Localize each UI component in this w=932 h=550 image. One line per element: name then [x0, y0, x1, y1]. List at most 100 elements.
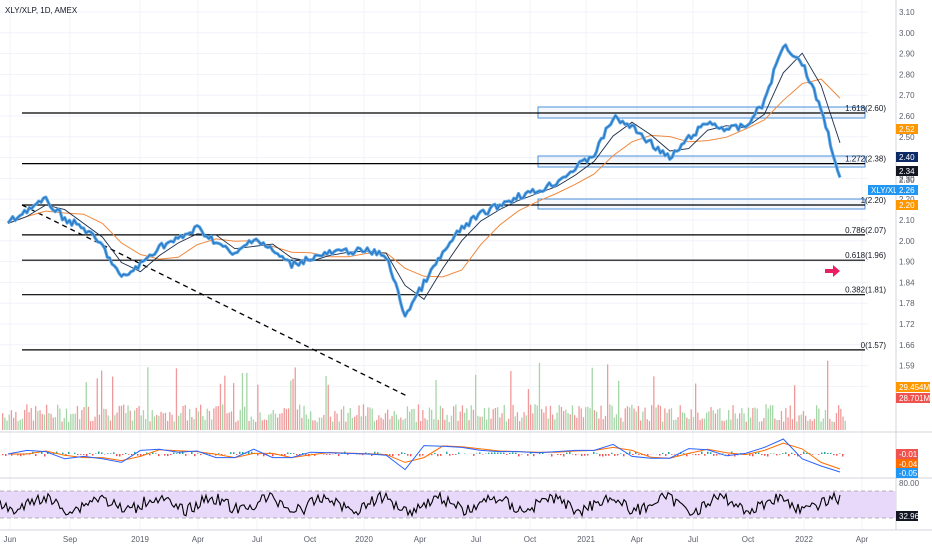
- volume-bar: [340, 409, 343, 430]
- macd-histogram-bar: [677, 454, 679, 457]
- volume-bar: [145, 419, 147, 430]
- volume-bar: [651, 405, 653, 430]
- volume-bar: [382, 419, 384, 430]
- macd-histogram-bar: [575, 454, 577, 456]
- volume-bar: [468, 420, 470, 430]
- price-tick-label: 1.72: [899, 320, 915, 329]
- volume-bar: [543, 412, 545, 430]
- volume-bar: [415, 421, 417, 430]
- volume-bar: [574, 415, 576, 430]
- time-tick-label: Jul: [688, 535, 698, 544]
- volume-bar: [459, 411, 461, 430]
- volume-bar: [809, 419, 811, 430]
- macd-histogram-bar: [374, 451, 376, 454]
- macd-histogram-bar: [347, 454, 349, 455]
- macd-histogram-bar: [782, 453, 784, 454]
- macd-histogram-bar: [47, 451, 49, 454]
- volume-bar: [57, 404, 59, 430]
- macd-histogram-bar: [359, 454, 361, 455]
- volume-bar: [820, 421, 822, 430]
- macd-histogram-bar: [335, 453, 337, 454]
- macd-histogram-bar: [833, 454, 835, 456]
- fib-label: 0.618(1.96): [845, 251, 886, 260]
- volume-bar: [299, 404, 301, 430]
- volume-bar: [695, 383, 697, 430]
- badge-rsi-value-bg: [896, 511, 918, 521]
- alert-arrow-icon[interactable]: [825, 265, 840, 277]
- volume-bar: [835, 413, 838, 430]
- volume-bar: [490, 418, 492, 430]
- volume-bar: [193, 419, 195, 430]
- volume-bar: [360, 416, 362, 430]
- volume-bar: [422, 410, 424, 430]
- volume-bar: [712, 410, 714, 430]
- volume-bar: [679, 405, 681, 430]
- volume-bar: [321, 417, 323, 430]
- volume-bar: [734, 413, 736, 430]
- volume-bar: [103, 408, 105, 430]
- volume-bar: [580, 408, 582, 430]
- macd-histogram-bar: [596, 453, 598, 454]
- time-tick-label: Jul: [471, 535, 481, 544]
- volume-bar: [824, 410, 827, 430]
- macd-histogram-bar: [182, 452, 184, 454]
- volume-bar: [384, 413, 387, 430]
- volume-bar: [472, 409, 475, 430]
- volume-bar: [228, 412, 230, 430]
- price-tick-label: 2.90: [899, 50, 915, 59]
- volume-bar: [109, 420, 112, 430]
- fib-label: 1(2.20): [861, 196, 887, 205]
- volume-bar: [387, 409, 389, 430]
- volume-bar: [475, 374, 477, 430]
- volume-bar: [761, 421, 763, 430]
- volume-bar: [743, 413, 745, 430]
- volume-bar: [571, 405, 574, 430]
- volume-bar: [105, 409, 107, 430]
- macd-histogram-bar: [116, 454, 118, 457]
- macd-histogram-bar: [326, 454, 328, 455]
- volume-bar: [156, 414, 158, 430]
- price-tick-label: 1.59: [899, 362, 915, 371]
- volume-bar: [200, 404, 202, 430]
- volume-bar: [488, 407, 490, 430]
- volume-bar: [688, 419, 690, 430]
- volume-bar: [246, 372, 248, 430]
- volume-bar: [822, 418, 824, 430]
- macd-histogram-bar: [557, 454, 559, 455]
- macd-histogram-bar: [599, 454, 601, 457]
- macd-histogram-bar: [233, 452, 235, 454]
- macd-histogram-bar: [302, 453, 304, 454]
- macd-histogram-bar: [17, 454, 19, 456]
- badge-small-value: 2.30: [899, 176, 915, 185]
- macd-histogram-bar: [566, 452, 568, 454]
- macd-histogram-bar: [641, 454, 643, 456]
- price-tick-label: 1.90: [899, 258, 915, 267]
- macd-histogram-bar: [773, 453, 775, 454]
- moving-average-fast: [7, 52, 841, 300]
- volume-bar: [391, 416, 393, 430]
- volume-bar: [600, 405, 602, 430]
- volume-bar: [483, 408, 486, 430]
- volume-bar: [28, 412, 30, 430]
- volume-bar: [336, 413, 338, 430]
- badge-volume-1-bg: [896, 382, 930, 392]
- macd-histogram-bar: [497, 452, 499, 454]
- macd-histogram-bar: [488, 452, 490, 454]
- volume-bar: [6, 420, 8, 430]
- volume-bar: [796, 421, 798, 430]
- macd-histogram-bar: [179, 452, 181, 454]
- macd-histogram-bar: [668, 452, 670, 454]
- volume-bar: [505, 421, 508, 430]
- macd-histogram-bar: [698, 454, 700, 456]
- volume-bar: [50, 413, 52, 430]
- macd-histogram-bar: [389, 454, 391, 456]
- volume-bar: [789, 405, 791, 430]
- volume-bar: [107, 415, 109, 430]
- volume-bar: [816, 405, 818, 430]
- volume-bar: [435, 379, 437, 430]
- macd-histogram-bar: [635, 451, 637, 454]
- volume-bar: [596, 411, 598, 430]
- volume-bar: [318, 417, 321, 430]
- macd-histogram-bar: [5, 454, 7, 456]
